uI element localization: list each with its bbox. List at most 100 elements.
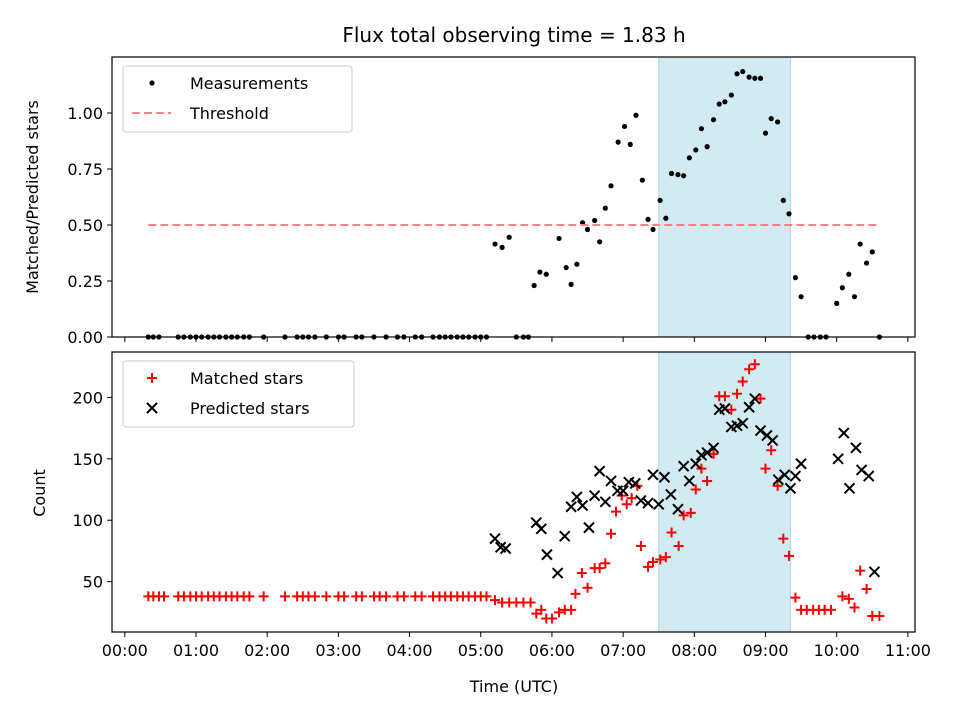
predicted-point <box>617 485 629 497</box>
predicted-point <box>635 494 647 507</box>
predicted-point <box>642 497 654 509</box>
matched-point <box>849 602 860 613</box>
count-legend-box <box>122 360 355 428</box>
predicted-point <box>795 458 807 470</box>
matched-point <box>861 584 872 595</box>
predicted-point <box>677 460 690 472</box>
measurement-point <box>650 226 656 233</box>
predicted-point <box>571 491 583 503</box>
matched-point <box>760 463 771 474</box>
measurement-point <box>728 92 734 98</box>
measurement-point <box>615 139 621 145</box>
matched-point <box>772 480 783 491</box>
measurement-point <box>639 177 645 183</box>
matched-point <box>790 592 801 603</box>
measurement-point <box>621 123 628 130</box>
matched-point <box>600 558 611 569</box>
predicted-point <box>559 530 571 542</box>
measurement-point <box>846 271 852 277</box>
matched-point <box>855 565 866 576</box>
matched-point <box>536 604 547 615</box>
predicted-point <box>731 419 743 432</box>
measurement-point <box>780 197 786 203</box>
predicted-point <box>658 471 671 483</box>
measurement-point <box>675 172 681 178</box>
predicted-point <box>683 475 696 487</box>
matched-point <box>643 561 654 572</box>
measurement-point <box>768 116 774 122</box>
predicted-point <box>647 469 659 481</box>
predicted-point <box>593 465 606 477</box>
measurement-point <box>657 197 663 203</box>
matched-point <box>582 582 593 593</box>
x-tick-label: 04:00 <box>387 641 433 660</box>
matched-point <box>381 591 392 602</box>
measurement-point <box>592 217 598 224</box>
matched-point <box>158 591 169 602</box>
predicted-point <box>737 417 749 429</box>
predicted-point <box>588 489 601 502</box>
matched-point <box>416 591 427 602</box>
measurement-point <box>863 260 870 266</box>
predicted-point <box>629 477 641 490</box>
predicted-point <box>665 488 677 501</box>
matched-point <box>766 445 777 456</box>
legend-label: Threshold <box>189 104 269 123</box>
matched-point <box>566 604 577 615</box>
predicted-point <box>707 442 720 454</box>
measurement-point <box>584 226 591 233</box>
matched-point <box>744 364 755 375</box>
count-panel: 50 100 150 200 00:00 01:00 02:00 03:00 04:00 05:0… <box>72 351 931 660</box>
matched-point <box>546 613 557 624</box>
count-legend: Matched stars Predicted stars <box>122 360 355 428</box>
ratio-legend-box <box>122 65 353 133</box>
measurement-point <box>686 155 692 161</box>
matched-point <box>481 591 492 602</box>
x-tick-label: 08:00 <box>671 641 717 660</box>
matched-point <box>685 507 696 518</box>
matched-point <box>666 527 677 538</box>
predicted-point <box>784 482 797 495</box>
matched-point <box>606 528 617 539</box>
measurement-point <box>851 294 858 300</box>
matched-point <box>279 591 290 602</box>
ratio-highlight-span <box>658 56 791 338</box>
predicted-point <box>605 475 617 487</box>
matched-point <box>825 604 836 615</box>
x-tick-label: 01:00 <box>173 641 219 660</box>
ratio-series-0 <box>145 68 883 340</box>
matched-point <box>339 591 350 602</box>
ratio-y-tick-label: 0.50 <box>67 216 103 235</box>
count-axes-frame <box>111 351 916 633</box>
predicted-point <box>701 446 713 459</box>
predicted-point <box>743 401 755 413</box>
measurement-point <box>740 68 746 75</box>
measurement-point <box>543 271 549 277</box>
measurement-point <box>597 239 603 245</box>
count-y-tick-label: 150 <box>72 450 103 469</box>
measurement-point <box>734 71 740 77</box>
measurement-point <box>602 205 608 211</box>
measurement-point <box>645 216 651 222</box>
x-tick-label: 06:00 <box>529 641 575 660</box>
matched-point <box>309 591 320 602</box>
matched-point <box>719 391 730 402</box>
legend-label: Predicted stars <box>190 399 310 418</box>
predicted-point <box>672 503 684 515</box>
count-series-1 <box>489 392 881 579</box>
measurement-point <box>710 117 717 123</box>
measurement-point <box>663 215 669 221</box>
measurement-point <box>762 130 769 136</box>
matched-point <box>737 376 748 387</box>
measurement-point <box>839 285 845 291</box>
measurement-point <box>568 281 574 287</box>
legend-label: Matched stars <box>190 369 303 388</box>
ratio-y-tick-label: 1.00 <box>67 104 103 123</box>
matched-point <box>626 493 637 504</box>
matched-point <box>576 568 587 579</box>
measurement-point <box>627 141 633 147</box>
measurement-point <box>499 244 505 250</box>
measurement-point <box>716 101 722 107</box>
predicted-point <box>772 474 785 486</box>
predicted-point <box>541 548 553 561</box>
